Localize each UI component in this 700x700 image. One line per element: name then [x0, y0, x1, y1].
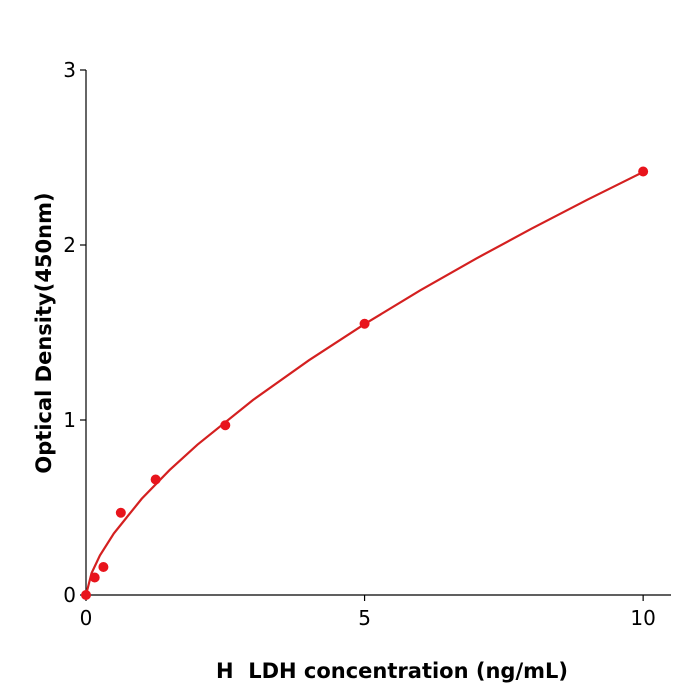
y-tick-label: 0: [63, 583, 76, 607]
data-point: [115, 507, 126, 518]
data-point: [220, 420, 231, 431]
data-point: [359, 318, 370, 329]
fit-curve: [84, 171, 644, 596]
data-point: [150, 474, 161, 485]
y-tick-label: 2: [63, 233, 76, 257]
data-point: [98, 562, 109, 572]
x-tick-label: 5: [358, 606, 371, 630]
data-point: [81, 590, 91, 600]
x-tick-label: 0: [80, 606, 93, 630]
y-tick-label: 1: [63, 408, 76, 432]
y-axis-label: Optical Density(450nm): [32, 192, 56, 473]
y-tick-label: 3: [63, 58, 76, 82]
data-point: [638, 166, 649, 177]
x-axis-label: H LDH concentration (ng/mL): [216, 659, 568, 683]
x-tick-label: 10: [630, 606, 655, 630]
data-point: [89, 572, 100, 583]
